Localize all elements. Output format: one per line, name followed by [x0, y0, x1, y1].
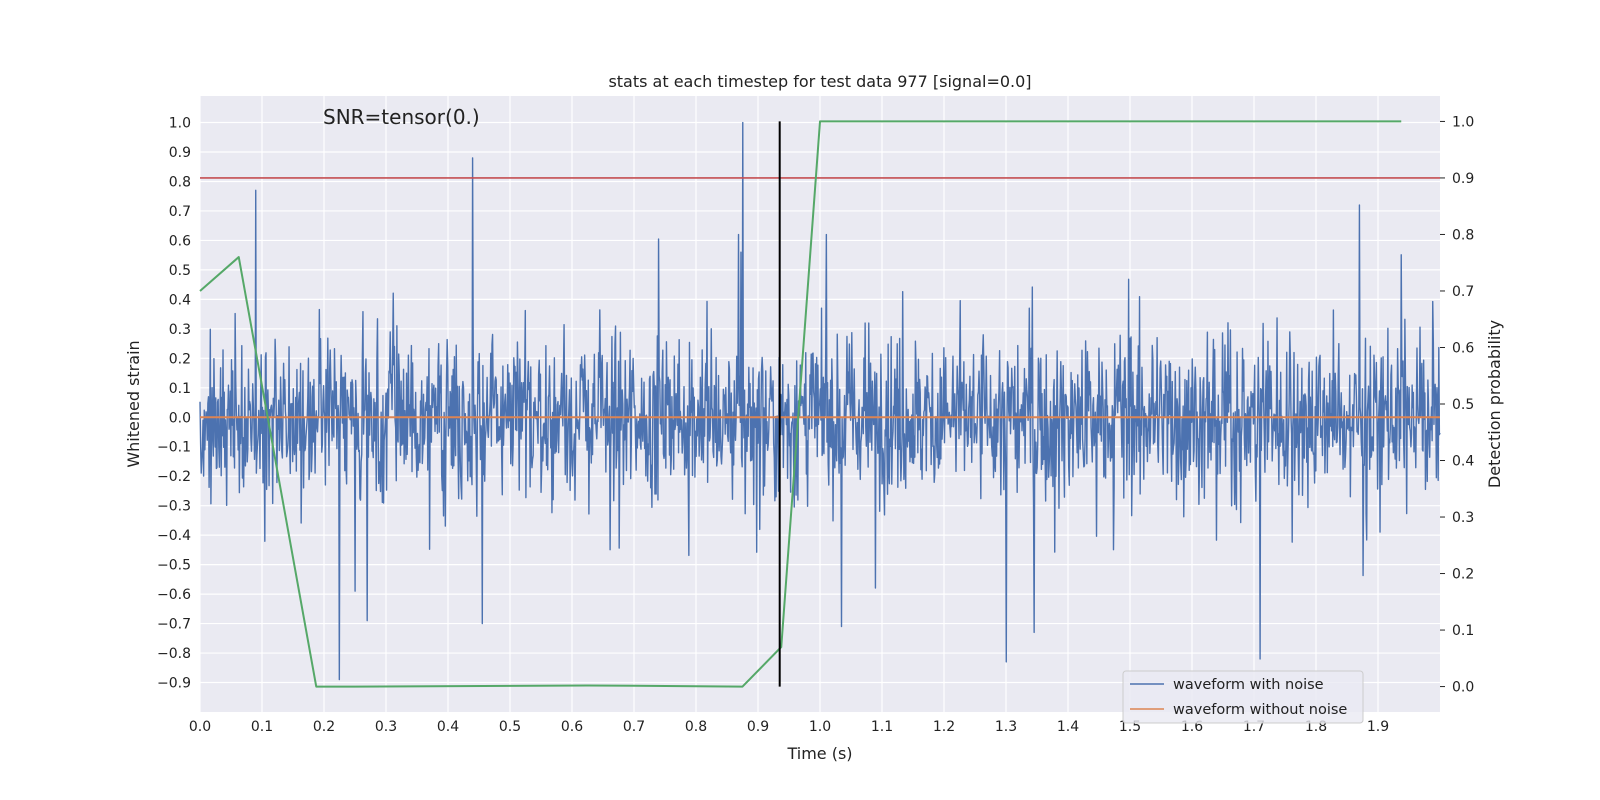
y-tick-label: −0.8 — [157, 646, 191, 662]
x-tick-label: 0.1 — [251, 719, 273, 735]
y-tick-label: 0.0 — [169, 410, 191, 426]
y-tick-label: −0.4 — [157, 528, 191, 544]
snr-annotation: SNR=tensor(0.) — [323, 105, 480, 129]
y-tick-label: 0.4 — [169, 292, 191, 308]
y-tick-label: −0.3 — [157, 499, 191, 515]
y-axis-label: Whitened strain — [124, 340, 143, 467]
legend-label-clean: waveform without noise — [1173, 702, 1347, 718]
y-tick-label: 0.6 — [169, 233, 191, 249]
x-tick-label: 1.9 — [1367, 719, 1389, 735]
y2-tick-label: 0.8 — [1452, 227, 1474, 243]
y-tick-label: −0.2 — [157, 469, 191, 485]
y-tick-label: 0.9 — [169, 145, 191, 161]
x-tick-label: 0.0 — [189, 719, 211, 735]
y2-tick-label: 0.1 — [1452, 623, 1474, 639]
x-tick-label: 0.3 — [375, 719, 397, 735]
series-detection-probability — [199, 120, 1402, 688]
y2-axis-label: Detection probability — [1485, 320, 1504, 488]
x-tick-label: 0.7 — [623, 719, 645, 735]
y-tick-label: 0.3 — [169, 322, 191, 338]
y2-tick-label: 0.6 — [1452, 340, 1474, 356]
y-tick-label: −0.9 — [157, 676, 191, 692]
y-tick-label: 0.7 — [169, 204, 191, 220]
y2-tick-label: 0.3 — [1452, 510, 1474, 526]
x-tick-label: 0.4 — [437, 719, 459, 735]
x-tick-label: 1.3 — [995, 719, 1017, 735]
y-tick-label: −0.1 — [157, 440, 191, 456]
y2-tick-label: 0.0 — [1452, 680, 1474, 696]
x-tick-label: 1.2 — [933, 719, 955, 735]
y-tick-label: 1.0 — [169, 116, 191, 132]
chart-title: stats at each timestep for test data 977… — [608, 72, 1031, 91]
y-tick-label: 0.5 — [169, 263, 191, 279]
y2-tick-label: 1.0 — [1452, 114, 1474, 130]
y2-tick-labels: 1.0 0.9 0.8 0.7 0.6 0.5 0.4 0.3 0.2 0.1 0.0 — [1440, 114, 1474, 696]
x-tick-label: 0.9 — [747, 719, 769, 735]
y2-tick-label: 0.7 — [1452, 284, 1474, 300]
x-tick-label: 0.8 — [685, 719, 707, 735]
y2-tick-label: 0.9 — [1452, 171, 1474, 187]
y-tick-label: 0.8 — [169, 174, 191, 190]
series-layer — [199, 120, 1441, 688]
x-tick-label: 0.5 — [499, 719, 521, 735]
x-tick-label: 0.6 — [561, 719, 583, 735]
y2-tick-label: 0.5 — [1452, 397, 1474, 413]
x-tick-label: 1.0 — [809, 719, 831, 735]
y-tick-label: 0.1 — [169, 381, 191, 397]
x-tick-label: 1.4 — [1057, 719, 1079, 735]
y-tick-label: −0.7 — [157, 617, 191, 633]
x-tick-label: 1.1 — [871, 719, 893, 735]
y2-tick-label: 0.2 — [1452, 567, 1474, 583]
y-tick-label: 0.2 — [169, 351, 191, 367]
x-tick-label: 0.2 — [313, 719, 335, 735]
y2-tick-label: 0.4 — [1452, 454, 1474, 470]
x-axis-label: Time (s) — [786, 744, 852, 763]
legend: waveform with noise waveform without noi… — [1122, 670, 1364, 724]
y-tick-label: −0.6 — [157, 587, 191, 603]
y-tick-label: −0.5 — [157, 558, 191, 574]
y-tick-labels: 1.0 0.9 0.8 0.7 0.6 0.5 0.4 0.3 0.2 0.1 0.0 −0.1 −0.… — [157, 116, 191, 692]
legend-label-noise: waveform with noise — [1173, 677, 1324, 693]
legend-box — [1122, 670, 1364, 724]
